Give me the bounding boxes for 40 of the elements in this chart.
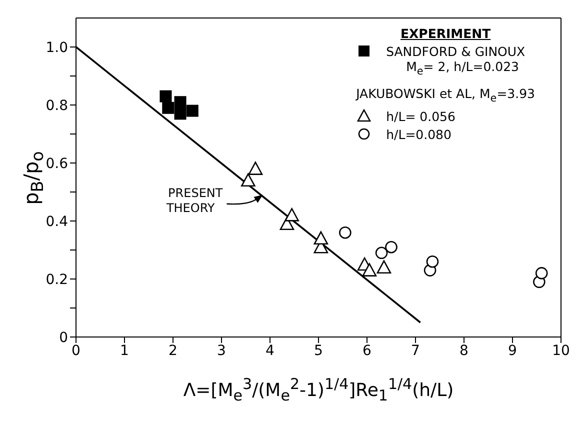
x-tick-label: 3 — [217, 342, 226, 359]
point — [284, 208, 299, 222]
x-tick-label: 1 — [120, 342, 129, 359]
y-tick-label: 1.0 — [46, 40, 68, 56]
point — [162, 102, 174, 114]
point — [314, 231, 328, 245]
legend-label: h/L=0.080 — [386, 127, 452, 142]
legend-label: SANDFORD & GINOUX M$_{e}$= 2, h/L=0.023 — [386, 44, 526, 78]
x-tick-label: 2 — [168, 342, 178, 359]
x-tick-label: 9 — [508, 342, 517, 359]
legend-title: EXPERIMENT — [399, 26, 492, 41]
y-tick-label: 0 — [59, 330, 68, 346]
x-tick-label: 4 — [266, 342, 275, 359]
x-tick-label: 0 — [72, 342, 80, 359]
point — [375, 246, 388, 260]
x-tick-label: 7 — [411, 342, 420, 359]
point — [174, 108, 186, 120]
annotation: JAKUBOWSKI et AL, M$_{e}$=3.93 — [356, 86, 535, 104]
point — [160, 90, 172, 102]
x-tick-label: 6 — [362, 342, 372, 359]
annotation: PRESENT THEORY — [165, 186, 224, 215]
point — [248, 162, 263, 175]
x-tick-label: 5 — [314, 342, 323, 359]
point — [241, 173, 256, 187]
point — [174, 96, 186, 108]
point — [535, 267, 548, 280]
point — [339, 226, 352, 239]
legend-label: h/L= 0.056 — [386, 109, 456, 124]
point — [186, 104, 198, 117]
y-tick-label: 0.6 — [46, 156, 68, 172]
point — [385, 240, 398, 254]
point — [426, 255, 439, 268]
x-tick-label: 10 — [552, 342, 570, 359]
point — [362, 263, 377, 276]
y-tick-label: 0.4 — [46, 214, 68, 230]
x-tick-label: 8 — [460, 342, 468, 359]
y-tick-label: 0.2 — [46, 272, 68, 288]
point — [376, 260, 392, 274]
text: Λ=[M$_{e}$$^{3}$/(M$_{e}$$^{2}$-1)$^{1/4}$]Re$_{1}$$^{1/4}$(h/L) — [183, 375, 454, 405]
y-tick-label: 0.8 — [46, 98, 68, 114]
